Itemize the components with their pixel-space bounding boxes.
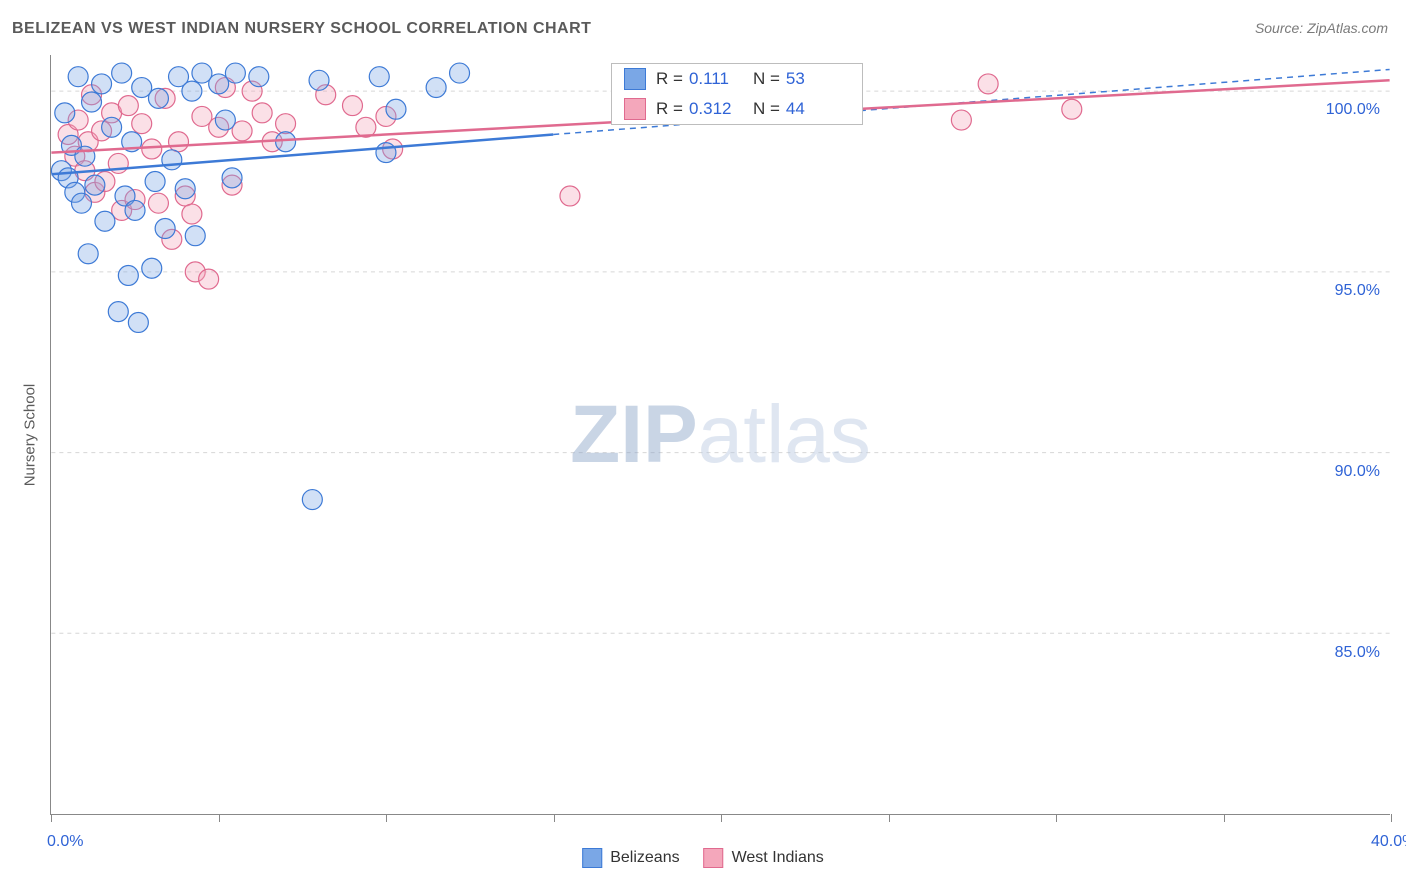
chart-title: BELIZEAN VS WEST INDIAN NURSERY SCHOOL C… bbox=[12, 20, 591, 38]
belizeans-point bbox=[249, 67, 269, 87]
belizeans-point bbox=[386, 99, 406, 119]
legend-label-west-indians: West Indians bbox=[732, 849, 824, 867]
west-indians-point bbox=[169, 132, 189, 152]
belizeans-point bbox=[376, 143, 396, 163]
y-tick-label: 90.0% bbox=[1335, 463, 1380, 481]
west-indians-point bbox=[276, 114, 296, 134]
west-indians-point bbox=[951, 110, 971, 130]
west-indians-point bbox=[148, 193, 168, 213]
belizeans-point bbox=[142, 258, 162, 278]
belizeans-point bbox=[309, 70, 329, 90]
swatch-belizeans bbox=[624, 68, 646, 90]
n-value-belizeans: 53 bbox=[786, 69, 836, 89]
belizeans-point bbox=[95, 211, 115, 231]
west-indians-point bbox=[182, 204, 202, 224]
source-prefix: Source: bbox=[1255, 20, 1307, 36]
belizeans-point bbox=[78, 244, 98, 264]
west-indians-point bbox=[1062, 99, 1082, 119]
source-name: ZipAtlas.com bbox=[1307, 20, 1388, 36]
x-tick-mark bbox=[889, 814, 890, 822]
n-value-west-indians: 44 bbox=[786, 99, 836, 119]
x-tick-mark bbox=[721, 814, 722, 822]
belizeans-point bbox=[276, 132, 296, 152]
chart-source: Source: ZipAtlas.com bbox=[1255, 20, 1388, 36]
x-tick-mark bbox=[1391, 814, 1392, 822]
plot-area: ZIPatlas R = 0.111 N = 53 R = 0.312 N = … bbox=[50, 55, 1390, 815]
y-tick-label: 85.0% bbox=[1335, 644, 1380, 662]
legend-row-belizeans: R = 0.111 N = 53 bbox=[612, 64, 862, 94]
correlation-legend: R = 0.111 N = 53 R = 0.312 N = 44 bbox=[611, 63, 863, 125]
belizeans-point bbox=[182, 81, 202, 101]
belizeans-point bbox=[450, 63, 470, 83]
belizeans-point bbox=[112, 63, 132, 83]
belizeans-point bbox=[92, 74, 112, 94]
x-tick-mark bbox=[554, 814, 555, 822]
legend-item-belizeans: Belizeans bbox=[582, 848, 679, 868]
r-label: R = bbox=[656, 99, 683, 119]
belizeans-point bbox=[145, 172, 165, 192]
legend-swatch-belizeans bbox=[582, 848, 602, 868]
west-indians-point bbox=[342, 96, 362, 116]
belizeans-point bbox=[302, 490, 322, 510]
legend-label-belizeans: Belizeans bbox=[610, 849, 679, 867]
belizeans-point bbox=[102, 117, 122, 137]
belizeans-point bbox=[125, 200, 145, 220]
y-tick-label: 100.0% bbox=[1326, 101, 1380, 119]
belizeans-point bbox=[108, 302, 128, 322]
chart-svg bbox=[51, 55, 1390, 814]
n-label: N = bbox=[753, 99, 780, 119]
west-indians-point bbox=[199, 269, 219, 289]
legend-item-west-indians: West Indians bbox=[704, 848, 824, 868]
belizeans-point bbox=[155, 218, 175, 238]
belizeans-point bbox=[369, 67, 389, 87]
x-tick-mark bbox=[219, 814, 220, 822]
west-indians-point bbox=[560, 186, 580, 206]
belizeans-point bbox=[148, 88, 168, 108]
x-tick-mark bbox=[1056, 814, 1057, 822]
x-tick-label: 40.0% bbox=[1371, 833, 1406, 851]
west-indians-point bbox=[132, 114, 152, 134]
x-tick-mark bbox=[51, 814, 52, 822]
x-tick-mark bbox=[386, 814, 387, 822]
belizeans-point bbox=[162, 150, 182, 170]
y-axis-label: Nursery School bbox=[22, 384, 39, 487]
belizeans-point bbox=[128, 312, 148, 332]
swatch-west-indians bbox=[624, 98, 646, 120]
belizeans-point bbox=[72, 193, 92, 213]
west-indians-point bbox=[142, 139, 162, 159]
belizeans-point bbox=[225, 63, 245, 83]
belizeans-point bbox=[55, 103, 75, 123]
y-tick-label: 95.0% bbox=[1335, 282, 1380, 300]
belizeans-point bbox=[215, 110, 235, 130]
x-tick-label: 0.0% bbox=[47, 833, 83, 851]
r-value-west-indians: 0.312 bbox=[689, 99, 739, 119]
belizeans-point bbox=[185, 226, 205, 246]
belizeans-point bbox=[426, 78, 446, 98]
x-tick-mark bbox=[1224, 814, 1225, 822]
west-indians-point bbox=[118, 96, 138, 116]
belizeans-point bbox=[222, 168, 242, 188]
series-legend: Belizeans West Indians bbox=[582, 848, 824, 868]
legend-swatch-west-indians bbox=[704, 848, 724, 868]
belizeans-point bbox=[68, 67, 88, 87]
r-value-belizeans: 0.111 bbox=[689, 69, 739, 89]
west-indians-point bbox=[978, 74, 998, 94]
legend-row-west-indians: R = 0.312 N = 44 bbox=[612, 94, 862, 124]
belizeans-point bbox=[85, 175, 105, 195]
belizeans-point bbox=[82, 92, 102, 112]
belizeans-point bbox=[118, 265, 138, 285]
west-indians-point bbox=[252, 103, 272, 123]
r-label: R = bbox=[656, 69, 683, 89]
n-label: N = bbox=[753, 69, 780, 89]
belizeans-point bbox=[175, 179, 195, 199]
